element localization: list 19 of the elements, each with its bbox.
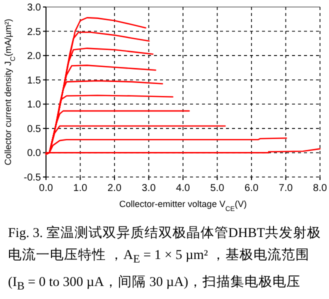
x-tick-label: 2.0 [108, 183, 122, 194]
y-tick-label: 3.0 [27, 2, 42, 14]
y-tick-label: 2.5 [27, 26, 42, 38]
y-tick-label: 1.5 [27, 75, 42, 86]
y-tick-label: 2.0 [27, 51, 42, 62]
y-tick-label: 1.0 [27, 100, 42, 111]
x-axis-title: Collector-emitter voltage V$_{CE}$(V) [119, 199, 247, 212]
text: Fig. 3. 室温测试双异质结双极晶体管DHBT共发射极电流一电压特性 ，A$_{E}$ = 1 × 5 µm² ，基极电流范围(I$_{B}$ = 0 to 300 µA，间隔 30 µA)，扫描集电极电压 [8, 225, 322, 292]
x-tick-label: 3.0 [142, 183, 156, 194]
x-tick-label: 0.0 [39, 183, 54, 194]
x-tick-label: 4.0 [176, 183, 190, 194]
x-tick-label: 8.0 [313, 183, 328, 194]
x-tick-label: 1.0 [73, 183, 88, 194]
x-tick-label: 6.0 [244, 183, 259, 194]
y-tick-label: 0.5 [27, 124, 42, 135]
x-tick-label: 7.0 [278, 183, 294, 194]
x-tick-label: 5.0 [210, 183, 225, 194]
y-tick-label: 0.0 [27, 148, 42, 160]
y-tick-label: -0.5 [24, 172, 42, 184]
